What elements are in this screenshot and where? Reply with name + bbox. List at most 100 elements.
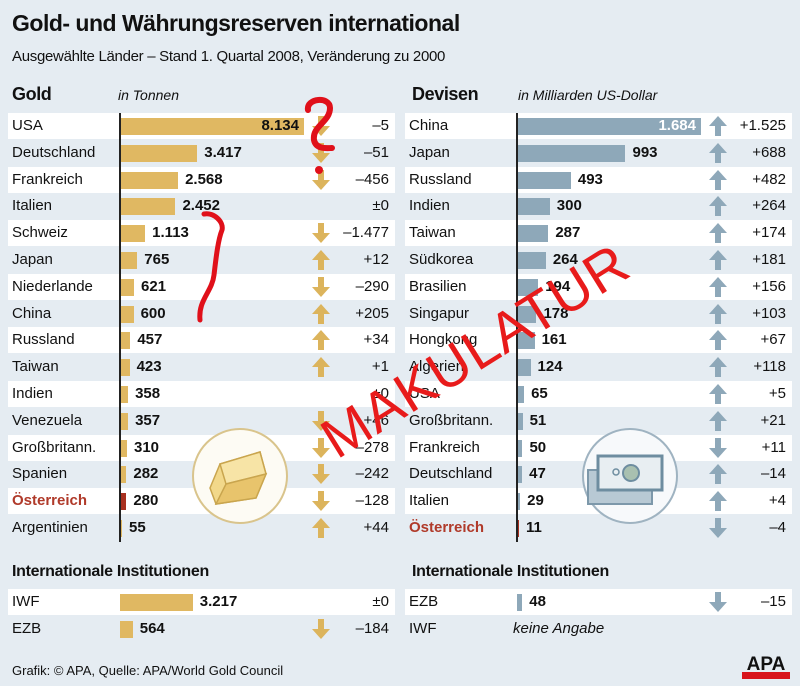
table-row: Indien 300 +264	[405, 193, 792, 219]
change-label: +118	[753, 358, 786, 376]
arrow-down-icon	[312, 116, 330, 136]
value-label: 287	[555, 224, 581, 242]
value-label: keine Angabe	[513, 619, 605, 637]
value-label: 1.113	[152, 224, 189, 242]
value-label: 2.452	[182, 197, 220, 215]
change-label: +482	[752, 170, 786, 188]
change-label: +156	[752, 277, 786, 295]
value-label: 300	[556, 197, 582, 215]
country-label: Großbritann.	[12, 438, 97, 456]
change-label: +34	[363, 331, 389, 349]
value-label: 3.417	[204, 143, 242, 161]
table-row: Argentinien 55 +44	[8, 515, 395, 541]
country-label: Österreich	[409, 519, 485, 536]
country-label: Großbritann.	[409, 411, 494, 429]
change-label: –5	[372, 117, 389, 134]
value-label: 55	[129, 519, 146, 536]
institution-label: IWF	[409, 619, 437, 637]
bar-mark	[517, 493, 521, 511]
table-row: EZB 564 –184	[8, 616, 395, 642]
table-row: Japan 993 +688	[405, 140, 792, 166]
arrow-up-icon	[709, 303, 727, 324]
arrow-up-icon	[709, 464, 727, 485]
gold-section-title: Gold	[12, 84, 52, 104]
bar-mark	[120, 278, 135, 296]
country-label: Deutschland	[12, 143, 96, 161]
arrow-down-icon	[312, 410, 330, 431]
bar-mark	[517, 439, 523, 457]
arrow-down-icon	[312, 223, 330, 244]
arrow-down-icon	[709, 437, 727, 458]
table-row: Hongkong 161 +67	[405, 327, 792, 354]
arrow-up-icon	[312, 518, 330, 538]
institution-label: IWF	[12, 593, 40, 610]
change-label: –290	[355, 277, 389, 295]
gold-bar-icon	[192, 428, 288, 524]
bar-mark	[120, 252, 138, 269]
country-label: Südkorea	[409, 251, 474, 268]
table-row: Großbritann. 51 +21	[405, 408, 792, 434]
value-label: 178	[543, 304, 569, 322]
axis-line	[516, 113, 518, 542]
country-label: China	[409, 117, 449, 134]
value-label: 264	[552, 251, 578, 268]
country-label: Österreich	[12, 492, 88, 510]
value-label: 423	[136, 358, 162, 376]
value-label: 765	[144, 251, 170, 268]
change-label: +12	[363, 251, 389, 268]
country-label: USA	[12, 117, 43, 134]
bar-mark	[517, 118, 701, 135]
bar-mark	[120, 332, 131, 350]
source-footer: Grafik: © APA, Quelle: APA/World Gold Co…	[12, 663, 284, 678]
country-label: Frankreich	[12, 170, 83, 188]
change-label: +688	[752, 143, 786, 161]
country-label: Algerien	[409, 358, 465, 376]
table-row: Südkorea 264 +181	[405, 247, 792, 273]
bar-mark	[517, 466, 523, 484]
change-label: –1.477	[343, 224, 389, 242]
value-label: 358	[135, 385, 161, 402]
change-label: +44	[363, 519, 389, 536]
value-label: 50	[529, 438, 547, 456]
apa-logo: APA	[742, 654, 790, 679]
country-label: Deutschland	[409, 465, 493, 483]
table-row: Italien 2.452 ±0	[8, 193, 395, 219]
table-row: Schweiz 1.113 –1.477	[8, 220, 395, 247]
value-label: 457	[137, 331, 163, 349]
bar-mark	[517, 359, 531, 377]
country-label: Russland	[12, 331, 75, 349]
change-label: +205	[355, 304, 389, 322]
value-label: 194	[545, 277, 571, 295]
bar-mark	[120, 171, 179, 189]
table-row: Niederlande 621 –290	[8, 273, 395, 300]
change-label: ±0	[372, 385, 389, 402]
arrow-up-icon	[312, 303, 330, 324]
arrow-down-icon	[312, 464, 330, 485]
country-label: Russland	[409, 170, 472, 188]
institution-label: EZB	[12, 619, 42, 637]
arrow-down-icon	[709, 518, 727, 538]
change-label: –14	[760, 465, 786, 483]
value-label: 3.217	[199, 593, 238, 610]
change-label: –4	[769, 519, 786, 536]
value-label: 564	[139, 619, 165, 637]
change-label: –15	[760, 593, 786, 610]
bar-mark	[517, 412, 523, 430]
arrow-up-icon	[709, 116, 727, 136]
arrow-up-icon	[709, 410, 727, 431]
country-label: Indien	[409, 197, 450, 215]
change-label: +67	[760, 331, 786, 349]
table-row: Japan 765 +12	[8, 247, 395, 273]
bar-mark	[517, 225, 549, 243]
arrow-up-icon	[709, 250, 727, 270]
arrow-up-icon	[709, 223, 727, 244]
bar-mark	[120, 466, 127, 484]
country-label: Spanien	[12, 465, 68, 483]
change-label: +1	[371, 358, 389, 376]
bar-mark	[120, 359, 130, 377]
arrow-down-icon	[312, 169, 330, 190]
change-label: +181	[752, 251, 786, 268]
country-label: Japan	[12, 251, 53, 268]
country-label: Frankreich	[409, 438, 480, 456]
change-label: +4	[768, 492, 786, 510]
